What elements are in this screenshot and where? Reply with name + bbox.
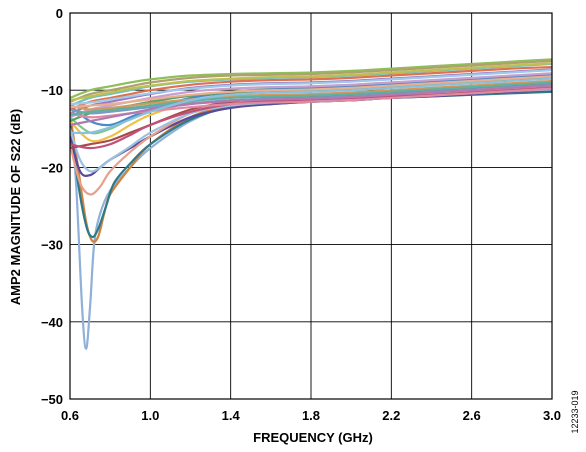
plot-area-frame [69, 12, 553, 400]
y-tick-label: −20 [41, 160, 63, 175]
tick-labels: 0.6 1.0 1.4 1.8 2.2 2.6 3.0 0 −10 −20 −30 −40 −50 [41, 6, 561, 423]
x-tick-label: 2.6 [463, 408, 481, 423]
series-line-12 [70, 58, 552, 100]
series-line-15 [70, 65, 552, 111]
y-axis-title: AMP2 MAGNITUDE OF S22 (dB) [8, 109, 23, 305]
y-tick-label: 0 [56, 6, 63, 21]
x-axis-title: FREQUENCY (GHz) [253, 430, 373, 445]
figure-id-label: 12233-019 [570, 390, 580, 433]
x-tick-label: 3.0 [543, 408, 561, 423]
series-line-23 [70, 62, 552, 102]
y-tick-label: −10 [41, 83, 63, 98]
series-line-24 [70, 75, 552, 109]
x-tick-label: 1.4 [222, 408, 241, 423]
series-line-25 [70, 81, 552, 116]
x-tick-label: 1.8 [302, 408, 320, 423]
series-lines [70, 58, 552, 350]
y-tick-label: −40 [41, 315, 63, 330]
series-line-27 [70, 77, 552, 135]
x-tick-label: 2.2 [382, 408, 400, 423]
series-line-22 [70, 69, 552, 106]
y-tick-label: −50 [41, 392, 63, 407]
series-line-26 [70, 84, 552, 127]
series-line-13 [70, 59, 552, 103]
x-tick-label: 1.0 [141, 408, 159, 423]
series-line-19 [70, 79, 552, 111]
x-tick-label: 0.6 [61, 408, 79, 423]
y-tick-label: −30 [41, 238, 63, 253]
